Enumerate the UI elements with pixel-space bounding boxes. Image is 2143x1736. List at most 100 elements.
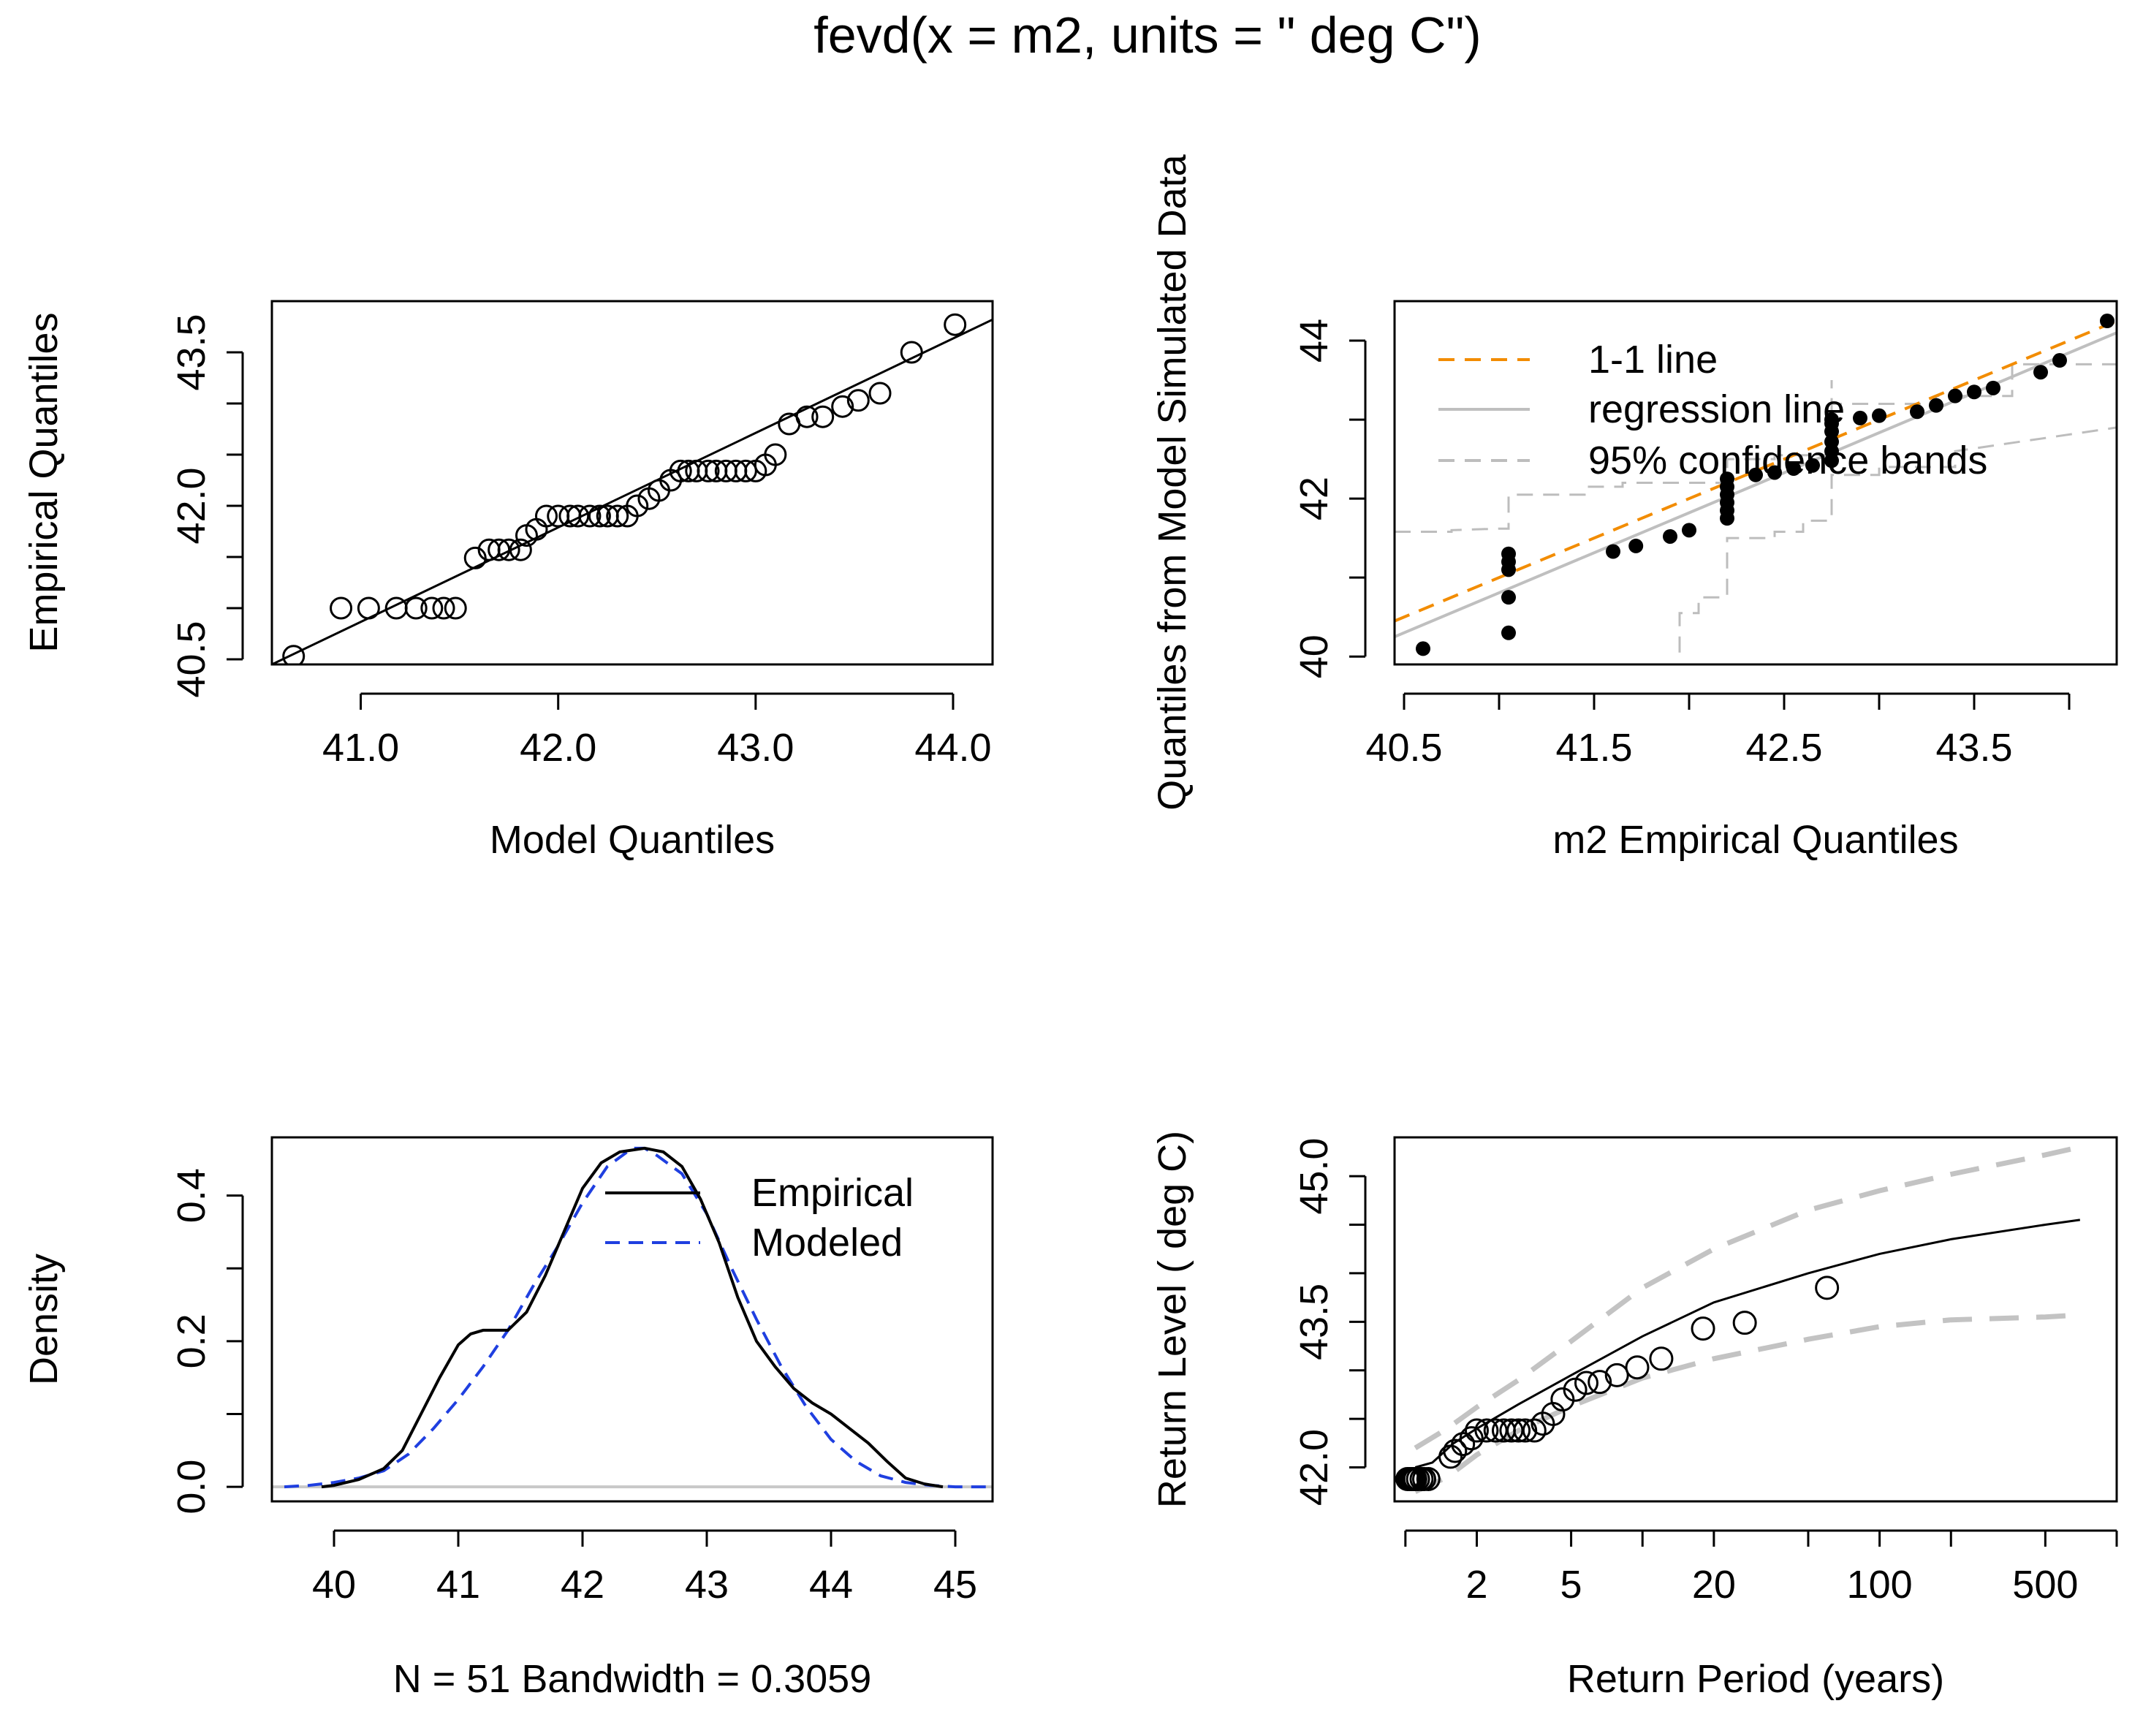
x-tick-label: 42 — [561, 1563, 604, 1607]
lower-ci-line — [1414, 1312, 2080, 1494]
data-point — [1767, 465, 1782, 480]
data-point — [2033, 365, 2048, 380]
data-point — [1474, 1418, 1499, 1443]
x-tick-label: 43.0 — [717, 726, 794, 770]
y-tick-label: 45.0 — [1292, 1138, 1336, 1215]
x-tick-label: 45 — [933, 1563, 977, 1607]
y-tick-label: 0.2 — [170, 1314, 213, 1368]
main-title: fevd(x = m2, units = " deg C") — [813, 7, 1481, 64]
data-point — [846, 389, 870, 412]
x-tick-label: 2 — [1465, 1563, 1487, 1607]
legend-label: regression line — [1588, 387, 1845, 431]
data-point — [811, 405, 835, 428]
data-point — [868, 382, 892, 405]
y-axis-label: Empirical Quantiles — [22, 312, 66, 652]
y-tick-label: 42 — [1292, 477, 1336, 520]
data-point — [444, 596, 467, 620]
legend-label: 1-1 line — [1588, 338, 1718, 382]
x-tick-label: 40 — [312, 1563, 356, 1607]
return-level-panel: 2 5 20 100 500 42.0 43.5 45.0 Return Period (yea… — [1150, 1131, 2118, 1701]
data-point — [831, 395, 854, 418]
data-point — [1501, 625, 1516, 640]
data-point — [1815, 1276, 1840, 1300]
data-point — [1853, 410, 1867, 425]
x-tick-label: 43 — [685, 1563, 729, 1607]
x-tick-label: 44.0 — [914, 726, 991, 770]
x-tick-label: 41.5 — [1555, 726, 1632, 770]
plot-frame — [270, 300, 994, 666]
data-point — [463, 546, 487, 569]
plot-frame — [1393, 300, 2118, 666]
data-point — [1824, 412, 1839, 428]
y-axis-label: Quantiles from Model Simulated Data — [1150, 153, 1194, 810]
x-axis-label: N = 51 Bandwidth = 0.3059 — [393, 1657, 872, 1701]
legend-label: Empirical — [751, 1171, 914, 1215]
data-point — [606, 504, 629, 528]
x-tick-label: 42.0 — [520, 726, 596, 770]
x-tick-label: 41.0 — [322, 726, 399, 770]
plot-area — [1395, 314, 2117, 656]
y-tick-label: 43.5 — [1292, 1284, 1336, 1360]
data-point — [669, 459, 692, 482]
confidence-band-lower — [1678, 426, 2117, 653]
x-tick-label: 41 — [436, 1563, 480, 1607]
data-point — [1986, 380, 2000, 395]
data-point — [547, 504, 570, 528]
data-point — [420, 596, 444, 620]
y-tick-label: 40 — [1292, 634, 1336, 678]
qq-model-panel: 41.0 42.0 43.0 44.0 40.5 42.0 43.5 Model Quanti… — [22, 300, 994, 862]
data-point — [1550, 1387, 1575, 1412]
data-point — [432, 596, 455, 620]
data-point — [764, 443, 787, 466]
data-point — [1824, 434, 1839, 450]
x-tick-label: 5 — [1560, 1563, 1582, 1607]
empirical-density-line — [321, 1146, 944, 1489]
x-tick-label: 40.5 — [1365, 726, 1442, 770]
legend-label: 95% confidence bands — [1588, 439, 1987, 482]
data-point — [626, 494, 649, 518]
data-point — [2100, 314, 2114, 329]
data-point — [488, 538, 511, 561]
data-point — [1501, 546, 1516, 561]
data-point — [1625, 1355, 1650, 1380]
data-point — [1732, 1311, 1757, 1335]
data-point — [497, 538, 520, 561]
x-tick-label: 20 — [1692, 1563, 1736, 1607]
x-tick-label: 44 — [809, 1563, 853, 1607]
regression-line — [272, 318, 993, 664]
data-point — [1720, 471, 1734, 487]
x-tick-label: 42.5 — [1745, 726, 1822, 770]
y-axis-label: Density — [22, 1254, 66, 1385]
plot-area — [272, 313, 993, 664]
x-tick-label: 500 — [2012, 1563, 2078, 1607]
data-point — [1464, 1418, 1489, 1443]
data-point — [1606, 544, 1620, 559]
x-axis-label: Return Period (years) — [1567, 1657, 1944, 1701]
density-panel: 40 41 42 43 44 45 0.0 0.2 0.4 N = 51 Bandwidth = … — [22, 1136, 994, 1701]
data-point — [566, 504, 590, 528]
data-point — [697, 459, 720, 482]
x-tick-label: 43.5 — [1935, 726, 2012, 770]
data-point — [1513, 1418, 1538, 1443]
data-point — [1604, 1362, 1629, 1387]
y-tick-label: 42.0 — [170, 467, 213, 544]
data-point — [1663, 528, 1677, 544]
data-point — [1501, 590, 1516, 605]
y-tick-label: 44 — [1292, 319, 1336, 363]
regression-line — [1395, 331, 2117, 639]
data-point — [795, 405, 819, 428]
data-point — [357, 596, 380, 620]
data-point — [1786, 461, 1801, 477]
return-level-line — [1414, 1218, 2081, 1468]
data-point — [1910, 404, 1924, 420]
legend-label: Modeled — [751, 1221, 903, 1265]
y-axis-label: Return Level ( deg C) — [1150, 1131, 1194, 1508]
data-point — [1948, 388, 1962, 403]
data-point — [1574, 1371, 1598, 1395]
data-point — [1438, 1444, 1463, 1469]
data-point — [509, 538, 532, 561]
data-point — [1967, 384, 1981, 400]
x-axis-label: m2 Empirical Quantiles — [1552, 818, 1958, 862]
data-point — [944, 313, 967, 336]
